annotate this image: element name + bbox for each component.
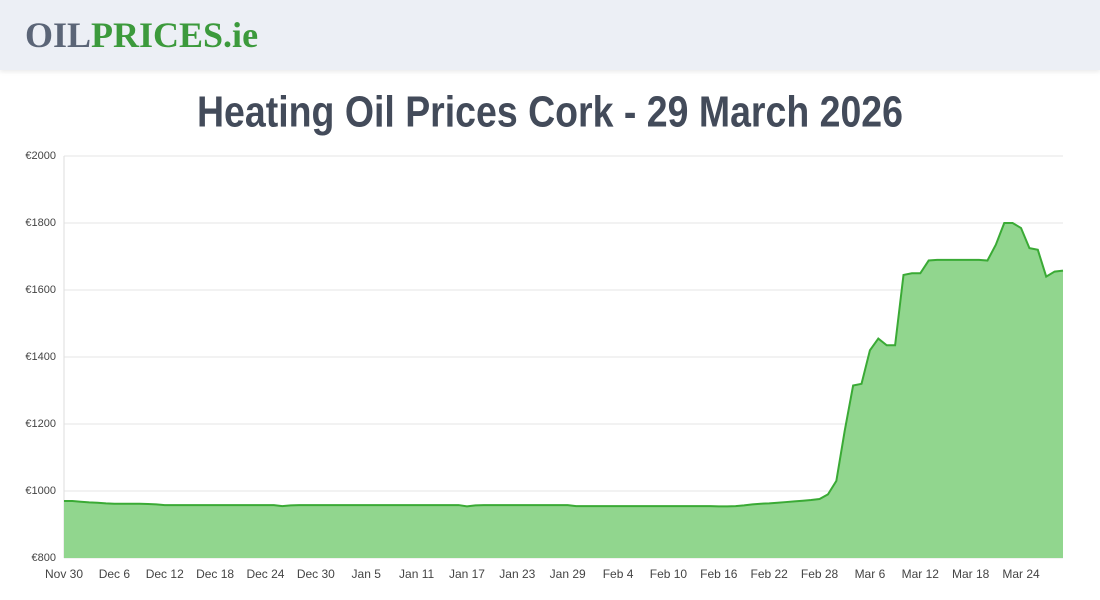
x-tick-label: Dec 30: [297, 567, 335, 581]
x-tick-label: Mar 6: [855, 567, 886, 581]
chart: Heating Oil Prices Cork - 29 March 2026 …: [25, 88, 1064, 581]
y-tick-label: €1400: [25, 351, 56, 363]
x-tick-label: Nov 30: [45, 567, 83, 581]
x-tick-label: Jan 23: [499, 567, 535, 581]
x-tick-label: Feb 4: [603, 567, 634, 581]
x-tick-label: Jan 29: [550, 567, 586, 581]
y-tick-label: €2000: [25, 150, 56, 162]
logo-part: OIL: [25, 15, 92, 55]
x-tick-label: Jan 5: [352, 567, 382, 581]
area: [64, 223, 1063, 558]
x-tick-label: Feb 28: [801, 567, 839, 581]
x-tick-label: Dec 24: [246, 567, 284, 581]
x-tick-label: Mar 12: [902, 567, 940, 581]
x-tick-label: Mar 18: [952, 567, 990, 581]
y-tick-label: €1000: [25, 485, 56, 497]
x-tick-label: Feb 22: [750, 567, 788, 581]
x-tick-label: Feb 16: [700, 567, 738, 581]
header: OILPRICES.ie: [0, 0, 1100, 70]
x-tick-label: Dec 6: [99, 567, 131, 581]
x-tick-label: Mar 24: [1002, 567, 1040, 581]
logo[interactable]: OILPRICES.ie: [25, 14, 258, 56]
x-tick-label: Dec 12: [146, 567, 184, 581]
y-tick-label: €1800: [25, 217, 56, 229]
x-tick-label: Jan 11: [399, 567, 434, 581]
chart-title: Heating Oil Prices Cork - 29 March 2026: [197, 88, 903, 137]
x-tick-label: Dec 18: [196, 567, 234, 581]
y-tick-label: €1600: [25, 284, 56, 296]
x-tick-label: Jan 17: [449, 567, 485, 581]
y-tick-label: €1200: [25, 418, 56, 430]
y-tick-label: €800: [32, 552, 56, 564]
line: [64, 222, 1064, 508]
x-tick-label: Feb 10: [650, 567, 688, 581]
logo-part: PRICES.ie: [91, 15, 259, 55]
